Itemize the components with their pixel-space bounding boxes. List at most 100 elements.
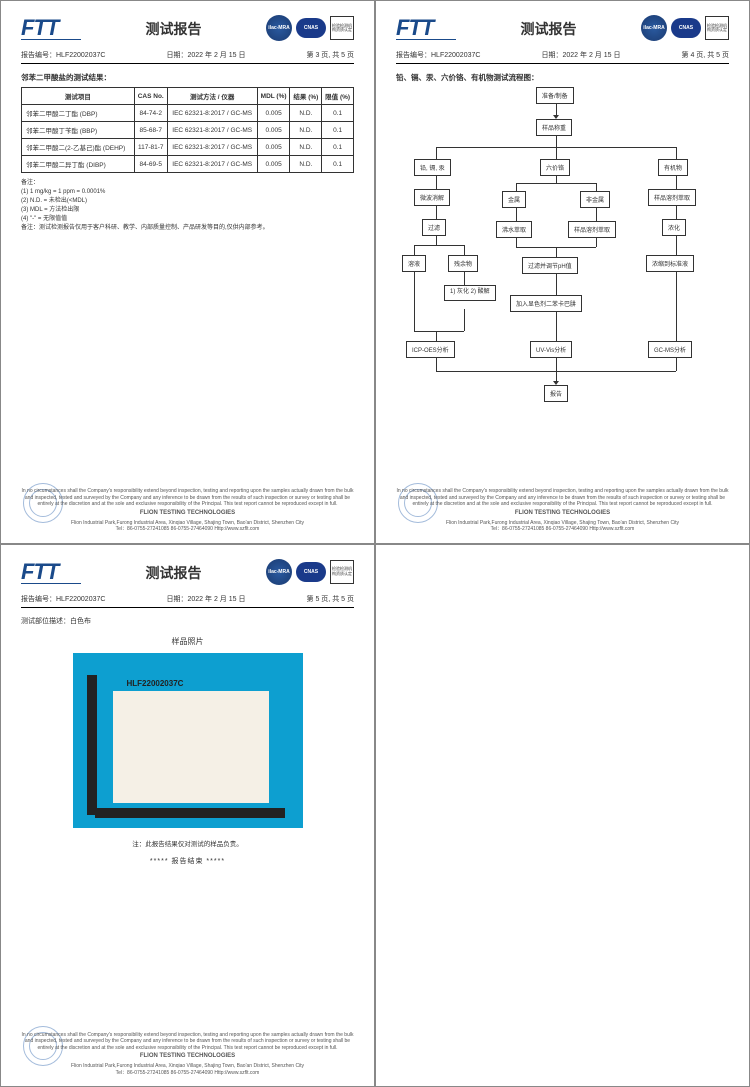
table-cell: 0.1 xyxy=(322,105,354,122)
photo-title: 样品照片 xyxy=(21,636,354,647)
flow-box: 微波消解 xyxy=(414,189,450,206)
cert-badges: ilac-MRA CNAS 检验检测机构资质认定 xyxy=(641,15,729,41)
footer-company: FLION TESTING TECHNOLOGIES xyxy=(21,510,354,518)
footer-disclaimer: In no circumstances shall the Company's … xyxy=(21,488,354,508)
header: FTT 测试报告 ilac-MRA CNAS 检验检测机构资质认定 xyxy=(396,15,729,41)
footer-tel: Tel：86-0755-27241085 86-0755-27464090 Ht… xyxy=(21,1070,354,1077)
table-cell: N.D. xyxy=(290,156,322,173)
table-cell: 84-69-5 xyxy=(134,156,167,173)
cnas-badge-icon: CNAS xyxy=(296,18,326,38)
table-cell: IEC 62321-8:2017 / GC-MS xyxy=(167,105,257,122)
report-date: 日期：2022 年 2 月 15 日 xyxy=(166,50,245,60)
flow-box: 准备/制备 xyxy=(536,87,574,104)
logo-block: FTT xyxy=(396,15,456,40)
flow-box: 1) 灰化 2) 酸解 xyxy=(444,285,496,301)
cn-cert-icon: 检验检测机构资质认定 xyxy=(705,16,729,40)
page-info: 第 3 页, 共 5 页 xyxy=(307,50,354,60)
report-date: 日期：2022 年 2 月 15 日 xyxy=(541,50,620,60)
results-table: 测试项目 CAS No. 测试方法 / 仪器 MDL (%) 结果 (%) 限值… xyxy=(21,87,354,173)
ilac-badge-icon: ilac-MRA xyxy=(266,15,292,41)
note-2: (2) N.D. = 未检出(<MDL) xyxy=(21,197,354,206)
flow-box: 加入显色剂二苯卡巴肼 xyxy=(510,295,582,312)
table-cell: 117-81-7 xyxy=(134,139,167,156)
table-row: 邻苯二甲酸二丁酯 (DBP)84-74-2IEC 62321-8:2017 / … xyxy=(22,105,354,122)
flow-box: 浓缩到标准液 xyxy=(646,255,694,272)
photo-caption: 注：此报告结果仅对测试的样品负责。 xyxy=(21,838,354,848)
report-title: 测试报告 xyxy=(456,19,641,39)
report-grid: FTT 测试报告 ilac-MRA CNAS 检验检测机构资质认定 报告编号：H… xyxy=(0,0,750,1087)
logo-text: FTT xyxy=(21,15,81,41)
footer-disclaimer: In no circumstances shall the Company's … xyxy=(396,488,729,508)
page-info: 第 4 页, 共 5 页 xyxy=(682,50,729,60)
footer-addr: Flion Industrial Park,Furong Industrial … xyxy=(21,1063,354,1070)
flow-box: 沸水萃取 xyxy=(496,221,532,238)
table-cell: 邻苯二甲酸丁苄酯 (BBP) xyxy=(22,122,135,139)
ilac-badge-icon: ilac-MRA xyxy=(266,559,292,585)
report-end: ***** 报告结束 ***** xyxy=(21,856,354,866)
footer-tel: Tel：86-0755-27241085 86-0755-27464090 Ht… xyxy=(396,526,729,533)
flowchart: 准备/制备 样品称重 铅, 镉, 汞 六价铬 有机物 微波消解 金属 非金属 样… xyxy=(396,87,729,447)
section-title: 邻苯二甲酸盐的测试结果： xyxy=(21,72,354,83)
col-result: 结果 (%) xyxy=(290,88,322,105)
report-title: 测试报告 xyxy=(81,563,266,583)
info-row: 报告编号：HLF22002037C 日期：2022 年 2 月 15 日 第 4… xyxy=(396,47,729,64)
info-row: 报告编号：HLF22002037C 日期：2022 年 2 月 15 日 第 3… xyxy=(21,47,354,64)
cn-cert-icon: 检验检测机构资质认定 xyxy=(330,16,354,40)
page-info: 第 5 页, 共 5 页 xyxy=(307,594,354,604)
table-cell: 邻苯二甲酸二异丁酯 (DIBP) xyxy=(22,156,135,173)
header: FTT 测试报告 ilac-MRA CNAS 检验检测机构资质认定 xyxy=(21,15,354,41)
ilac-badge-icon: ilac-MRA xyxy=(641,15,667,41)
flow-box: 溶液 xyxy=(402,255,426,272)
flow-box: 有机物 xyxy=(658,159,688,176)
table-cell: IEC 62321-8:2017 / GC-MS xyxy=(167,122,257,139)
footer: In no circumstances shall the Company's … xyxy=(396,488,729,532)
report-title: 测试报告 xyxy=(81,19,266,39)
note-1: (1) 1 mg/kg = 1 ppm = 0.0001% xyxy=(21,188,354,197)
ruler-vertical-icon xyxy=(87,675,97,815)
table-cell: N.D. xyxy=(290,122,322,139)
table-cell: N.D. xyxy=(290,139,322,156)
report-no: 报告编号：HLF22002037C xyxy=(21,50,105,60)
table-cell: 0.005 xyxy=(257,156,290,173)
col-item: 测试项目 xyxy=(22,88,135,105)
logo-block: FTT xyxy=(21,15,81,40)
table-cell: 0.1 xyxy=(322,122,354,139)
flow-box: 非金属 xyxy=(580,191,610,208)
report-no: 报告编号：HLF22002037C xyxy=(396,50,480,60)
note-4: (4) "-" = 无限值值 xyxy=(21,215,354,224)
page-4: FTT 测试报告 ilac-MRA CNAS 检验检测机构资质认定 报告编号：H… xyxy=(375,0,750,544)
table-cell: IEC 62321-8:2017 / GC-MS xyxy=(167,156,257,173)
table-cell: 0.005 xyxy=(257,122,290,139)
header: FTT 测试报告 ilac-MRA CNAS 检验检测机构资质认定 xyxy=(21,559,354,585)
col-method: 测试方法 / 仪器 xyxy=(167,88,257,105)
table-cell: N.D. xyxy=(290,105,322,122)
footer-tel: Tel：86-0755-27241085 86-0755-27464090 Ht… xyxy=(21,526,354,533)
table-row: 邻苯二甲酸丁苄酯 (BBP)85-68-7IEC 62321-8:2017 / … xyxy=(22,122,354,139)
page-5: FTT 测试报告 ilac-MRA CNAS 检验检测机构资质认定 报告编号：H… xyxy=(0,544,375,1087)
flow-box: 浓化 xyxy=(662,219,686,236)
col-mdl: MDL (%) xyxy=(257,88,290,105)
page-3: FTT 测试报告 ilac-MRA CNAS 检验检测机构资质认定 报告编号：H… xyxy=(0,0,375,544)
logo-text: FTT xyxy=(396,15,456,41)
info-row: 报告编号：HLF22002037C 日期：2022 年 2 月 15 日 第 5… xyxy=(21,591,354,608)
cert-badges: ilac-MRA CNAS 检验检测机构资质认定 xyxy=(266,15,354,41)
cert-badges: ilac-MRA CNAS 检验检测机构资质认定 xyxy=(266,559,354,585)
table-cell: 84-74-2 xyxy=(134,105,167,122)
sample-swatch xyxy=(113,691,269,803)
footer: In no circumstances shall the Company's … xyxy=(21,1032,354,1076)
flow-box: 过滤并调节pH值 xyxy=(522,257,578,274)
flow-box: 残余物 xyxy=(448,255,478,272)
table-header-row: 测试项目 CAS No. 测试方法 / 仪器 MDL (%) 结果 (%) 限值… xyxy=(22,88,354,105)
flow-box: 过滤 xyxy=(422,219,446,236)
col-cas: CAS No. xyxy=(134,88,167,105)
section-title: 铅、镉、汞、六价铬、有机物测试流程图： xyxy=(396,72,729,83)
flow-box: 铅, 镉, 汞 xyxy=(414,159,451,176)
table-row: 邻苯二甲酸二异丁酯 (DIBP)84-69-5IEC 62321-8:2017 … xyxy=(22,156,354,173)
empty-page xyxy=(375,544,750,1087)
footer: In no circumstances shall the Company's … xyxy=(21,488,354,532)
table-cell: 邻苯二甲酸二丁酯 (DBP) xyxy=(22,105,135,122)
logo-block: FTT xyxy=(21,559,81,584)
footer-company: FLION TESTING TECHNOLOGIES xyxy=(396,510,729,518)
cnas-badge-icon: CNAS xyxy=(671,18,701,38)
table-cell: 0.005 xyxy=(257,139,290,156)
